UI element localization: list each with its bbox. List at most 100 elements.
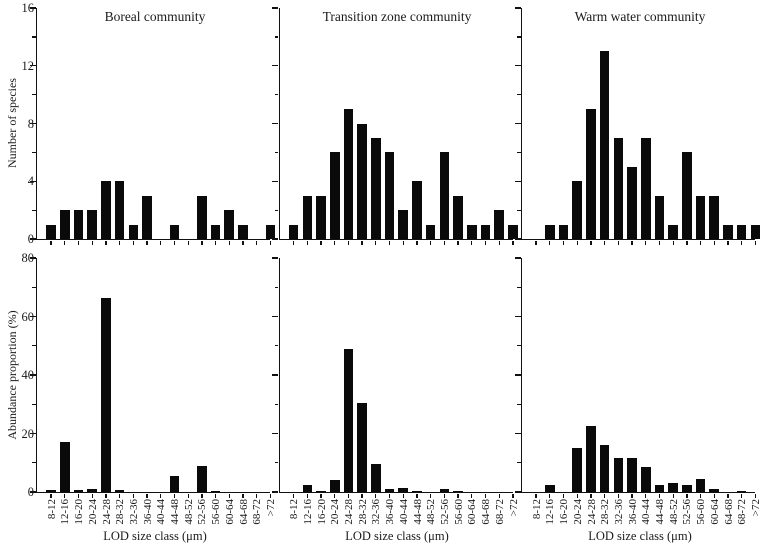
bar-52-56 <box>682 484 692 492</box>
bar-28-32 <box>114 181 125 239</box>
x-tick <box>535 240 537 246</box>
x-tick-label-text: 36-40 <box>141 499 154 525</box>
y-tick <box>32 403 36 405</box>
bar-32-36 <box>613 137 624 239</box>
x-tick <box>173 493 176 499</box>
x-tick <box>118 240 121 246</box>
y-tick <box>29 315 36 318</box>
x-tick-label-text: 16-20 <box>315 499 328 525</box>
y-tick <box>29 432 36 435</box>
y-tick <box>272 180 279 182</box>
bar-36-40 <box>627 166 637 239</box>
x-tick-label-text: 40-44 <box>397 499 410 525</box>
y-tick <box>514 238 521 240</box>
x-tick-label-text: 20-24 <box>86 499 99 525</box>
x-tick-label-text: 68-72 <box>251 499 264 525</box>
bar-20-24 <box>572 448 582 492</box>
bar-20-24 <box>329 480 340 492</box>
x-tick <box>603 240 606 246</box>
x-tick-label-text: 12-16 <box>544 499 557 525</box>
y-tick <box>29 122 36 125</box>
bar-36-40 <box>627 458 637 492</box>
x-tick-label-text: >72 <box>265 499 277 517</box>
y-tick <box>514 432 521 435</box>
y-tick <box>517 286 521 288</box>
x-tick-label-text: 44-48 <box>169 499 182 525</box>
bar->72 <box>508 224 518 239</box>
bar-28-32 <box>599 51 610 239</box>
bar-52-56 <box>197 466 207 492</box>
bar-36-40 <box>384 489 395 492</box>
x-tick <box>727 240 729 246</box>
y-tick <box>514 7 521 9</box>
bar-16-20 <box>73 489 84 492</box>
x-axis-title-right: LOD size class (μm) <box>588 529 692 543</box>
x-tick <box>375 493 377 499</box>
y-tick-label-40: 40 <box>21 368 35 382</box>
y-tick <box>32 36 36 38</box>
bar-12-16 <box>302 195 313 239</box>
plot-row1-col0 <box>29 257 272 499</box>
x-tick <box>64 493 66 499</box>
x-tick-label-text: 32-36 <box>370 499 383 525</box>
bar-12-16 <box>302 484 313 492</box>
x-tick <box>430 493 432 499</box>
bar-12-16 <box>545 224 555 239</box>
x-tick <box>77 240 80 246</box>
x-tick <box>334 493 336 499</box>
x-tick-label-text: >72 <box>507 499 520 517</box>
x-tick <box>347 493 350 499</box>
x-tick <box>132 493 134 499</box>
plot-row1-col2 <box>514 257 757 499</box>
y-tick <box>517 36 521 38</box>
y-tick <box>514 65 521 67</box>
x-tick-label-text: 24-28 <box>343 499 356 525</box>
x-tick-label-text: 60-64 <box>223 499 236 525</box>
x-tick-label-text: 16-20 <box>558 499 571 525</box>
x-tick <box>146 493 148 499</box>
panel-title-transition: Transition zone community <box>322 9 472 24</box>
bar-52-56 <box>682 152 692 239</box>
x-tick <box>269 240 272 246</box>
x-tick <box>228 240 230 246</box>
x-tick-label-text: 12-16 <box>59 499 72 525</box>
y-tick <box>274 209 279 211</box>
bar-36-40 <box>142 195 152 239</box>
y-tick <box>29 491 36 493</box>
x-tick-label-text: 20-24 <box>571 499 584 525</box>
x-tick <box>132 240 134 246</box>
bar-20-24 <box>572 181 582 239</box>
bar-36-40 <box>384 152 395 239</box>
x-tick <box>603 493 606 499</box>
x-tick <box>105 493 107 499</box>
plot-row0-col0 <box>29 7 276 246</box>
y-tick <box>514 374 521 376</box>
bar-16-20 <box>316 195 326 239</box>
bar-28-32 <box>357 123 367 239</box>
bar-16-20 <box>558 224 569 239</box>
bar-52-56 <box>439 489 450 492</box>
x-tick <box>306 240 308 246</box>
bar-44-48 <box>654 484 665 492</box>
bar-32-36 <box>128 224 139 239</box>
x-tick <box>256 493 258 499</box>
x-tick <box>416 493 418 499</box>
y-tick <box>514 180 521 182</box>
x-tick-label-text: 52-56 <box>681 499 694 525</box>
x-tick-label-text: 56-60 <box>695 499 708 525</box>
x-tick-label-text: 32-36 <box>612 499 625 525</box>
x-tick-label-text: >72 <box>750 499 760 517</box>
bar-64-68 <box>723 224 733 239</box>
bar-44-48 <box>654 195 665 239</box>
bar-24-28 <box>586 426 596 492</box>
x-tick <box>471 240 473 246</box>
y-tick-label-8: 8 <box>27 116 34 131</box>
y-tick <box>514 257 521 259</box>
y-tick <box>32 209 36 211</box>
x-tick <box>430 240 432 246</box>
x-tick <box>754 240 757 246</box>
x-tick-label-text: 64-68 <box>722 499 735 525</box>
bar-56-60 <box>453 195 463 239</box>
plot-row0-col1 <box>272 7 518 246</box>
bar-44-48 <box>412 490 422 492</box>
